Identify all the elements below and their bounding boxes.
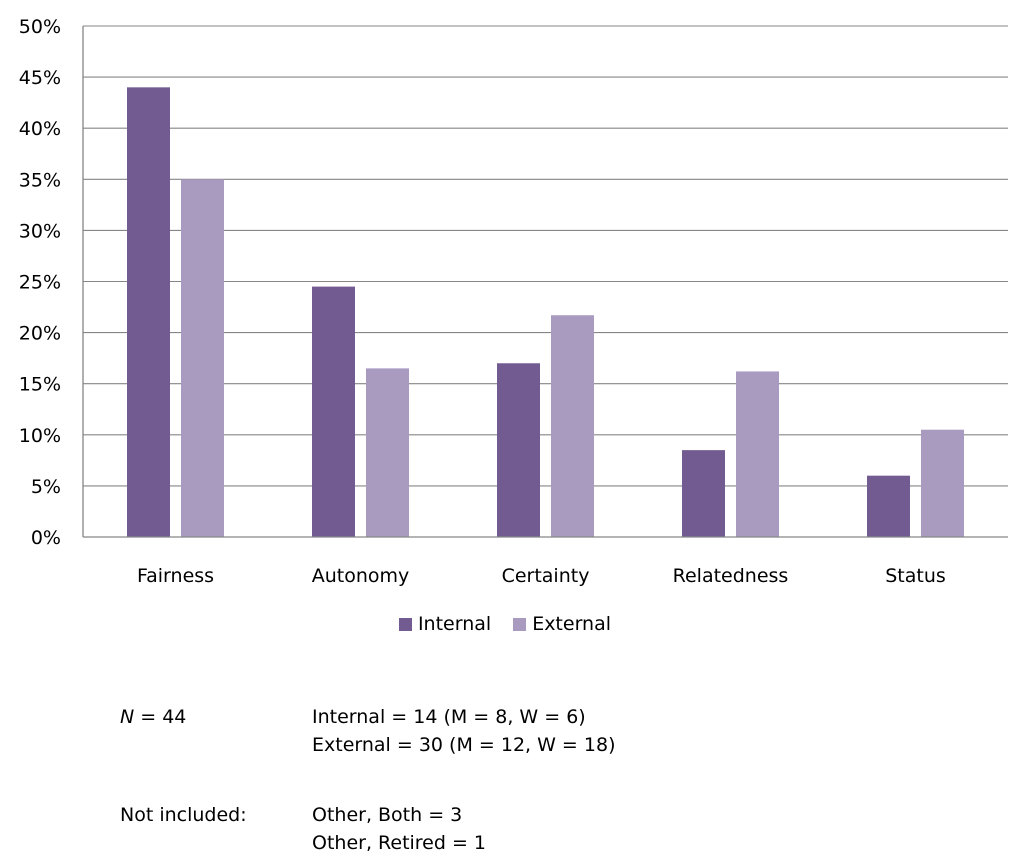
y-tick-label: 10%: [19, 425, 61, 447]
y-tick-label: 35%: [19, 169, 61, 191]
bar-internal-relatedness: [682, 450, 725, 537]
y-tick-label: 20%: [19, 323, 61, 345]
not-included-retired: Other, Retired = 1: [312, 832, 487, 854]
category-label-status: Status: [885, 565, 946, 587]
chart-notes: N = 44 Internal = 14 (M = 8, W = 6) Exte…: [120, 703, 615, 857]
bar-internal-status: [867, 475, 910, 537]
y-tick-label: 30%: [19, 220, 61, 242]
n-symbol: N: [120, 706, 135, 728]
bar-external-status: [921, 429, 964, 537]
sample-size-label: N = 44: [120, 703, 312, 759]
not-included-both: Other, Both = 3: [312, 804, 463, 826]
y-tick-label: 50%: [19, 16, 61, 38]
bar-chart: 0% 5% 10% 15% 20% 25% 30% 35% 40% 45% 50% Fairness…: [19, 16, 1008, 587]
legend-swatch-internal: [398, 617, 412, 631]
bars: [127, 87, 964, 538]
bar-internal-autonomy: [312, 286, 355, 537]
category-label-relatedness: Relatedness: [673, 565, 789, 587]
bar-external-certainty: [551, 315, 594, 537]
not-included-row: Not included: Other, Both = 3 Other, Ret…: [120, 801, 615, 857]
y-tick-label: 5%: [31, 476, 61, 498]
bar-internal-fairness: [127, 87, 170, 537]
legend-swatch-external: [513, 617, 527, 631]
legend-label-internal: Internal: [417, 613, 492, 635]
bar-external-autonomy: [366, 368, 409, 537]
n-value: = 44: [134, 706, 187, 728]
y-tick-label: 0%: [31, 527, 61, 549]
y-tick-label: 45%: [19, 67, 61, 89]
y-tick-label: 25%: [19, 272, 61, 294]
legend-item-external: External: [513, 613, 611, 635]
y-tick-label: 40%: [19, 118, 61, 140]
bar-external-fairness: [181, 179, 224, 538]
y-axis-tick-labels: 0% 5% 10% 15% 20% 25% 30% 35% 40% 45% 50%: [19, 16, 61, 549]
category-label-fairness: Fairness: [137, 565, 214, 587]
y-tick-label: 15%: [19, 374, 61, 396]
external-count: External = 30 (M = 12, W = 18): [312, 734, 616, 756]
legend-item-internal: Internal: [398, 613, 492, 635]
category-labels: Fairness Autonomy Certainty Relatedness Stat…: [137, 565, 946, 587]
internal-count: Internal = 14 (M = 8, W = 6): [312, 706, 586, 728]
legend-label-external: External: [532, 613, 612, 635]
bar-external-relatedness: [736, 371, 779, 537]
category-label-autonomy: Autonomy: [312, 565, 410, 587]
not-included-label: Not included:: [120, 804, 247, 826]
gridlines: [83, 25, 1008, 487]
category-label-certainty: Certainty: [502, 565, 590, 587]
bar-internal-certainty: [497, 363, 540, 537]
legend: Internal External: [0, 613, 1010, 635]
sample-size-row: N = 44 Internal = 14 (M = 8, W = 6) Exte…: [120, 703, 615, 759]
